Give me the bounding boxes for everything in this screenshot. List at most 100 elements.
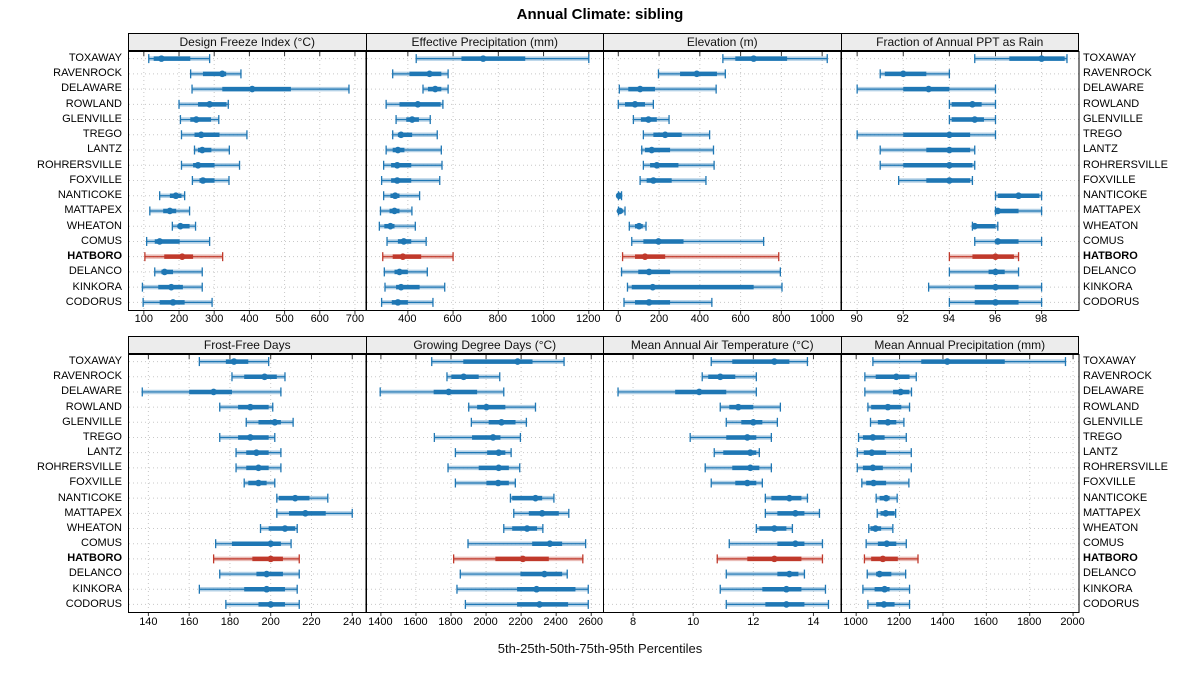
- percentile-interval-comus: [728, 539, 824, 549]
- percentile-interval-glenville: [725, 417, 779, 427]
- station-label-right: HATBORO: [1083, 250, 1138, 263]
- percentile-interval-kinkora: [626, 282, 783, 292]
- station-label-left: ROWLAND: [65, 97, 122, 110]
- percentile-interval-rohrersville: [704, 463, 773, 473]
- percentile-interval-trego: [855, 130, 996, 140]
- percentile-interval-delanco: [948, 267, 1019, 277]
- percentile-interval-rowland: [719, 402, 782, 412]
- station-label-right: TREGO: [1083, 128, 1123, 141]
- percentile-interval-hatboro: [948, 252, 1019, 262]
- panel-canvas: [128, 354, 367, 616]
- axis-tick-label: 14: [807, 616, 820, 628]
- station-label-left: MATTAPEX: [64, 506, 122, 519]
- station-label-left: CODORUS: [65, 597, 122, 610]
- station-label-left: TOXAWAY: [68, 355, 122, 367]
- percentile-interval-comus: [466, 539, 586, 549]
- axis-tick-label: 1000: [530, 313, 556, 325]
- station-label-right: COMUS: [1083, 234, 1124, 247]
- axis-tick-label: 2600: [578, 616, 603, 628]
- percentile-interval-toxaway: [415, 54, 589, 64]
- percentile-interval-rohrersville: [382, 160, 443, 170]
- station-label-right: DELANCO: [1083, 265, 1137, 278]
- percentile-interval-codorus: [380, 297, 434, 307]
- percentile-interval-glenville: [245, 417, 294, 427]
- panel-plot: [603, 51, 842, 316]
- percentile-interval-glenville: [869, 417, 905, 427]
- percentile-interval-glenville: [470, 417, 527, 427]
- panel-header: Frost-Free Days: [128, 336, 367, 354]
- percentile-interval-trego: [391, 130, 438, 140]
- percentile-interval-toxaway: [198, 357, 270, 367]
- panel-header: Elevation (m): [603, 33, 842, 51]
- percentile-interval-foxville: [380, 176, 440, 185]
- axis-tick-label: 200: [649, 313, 669, 325]
- station-label-right: TOXAWAY: [1083, 355, 1137, 367]
- percentile-interval-comus: [215, 539, 292, 549]
- percentile-interval-foxville: [454, 478, 516, 488]
- percentile-interval-wheaton: [378, 221, 416, 231]
- percentile-interval-rowland: [467, 402, 536, 412]
- panel-header: Design Freeze Index (°C): [128, 33, 367, 51]
- station-label-left: RAVENROCK: [53, 370, 122, 383]
- percentile-interval-delanco: [866, 569, 906, 579]
- station-label-left: GLENVILLE: [62, 112, 122, 125]
- axis-tick-label: 2000: [473, 616, 498, 628]
- percentile-interval-ravenrock: [231, 372, 286, 382]
- station-label-left: ROHRERSVILLE: [37, 158, 122, 171]
- axis-tick-label: 400: [398, 313, 417, 325]
- percentile-interval-ravenrock: [391, 69, 449, 79]
- axis-tick-label: 800: [772, 313, 791, 325]
- percentile-interval-kinkora: [719, 584, 827, 594]
- axis-tick-label: 200: [169, 313, 189, 325]
- percentile-interval-mattapex: [276, 508, 353, 518]
- station-label-left: TREGO: [82, 430, 122, 443]
- station-label-left: CODORUS: [65, 295, 122, 308]
- percentile-interval-hatboro: [863, 554, 919, 564]
- axis-tick-label: 94: [942, 313, 955, 325]
- percentile-interval-lantz: [641, 145, 715, 155]
- axis-tick-label: 600: [443, 313, 462, 325]
- percentile-interval-delanco: [219, 569, 300, 579]
- percentile-interval-glenville: [948, 115, 996, 125]
- station-label-right: CODORUS: [1083, 295, 1140, 308]
- station-label-left: LANTZ: [87, 446, 122, 459]
- percentile-interval-mattapex: [379, 206, 413, 216]
- percentile-interval-hatboro: [621, 252, 780, 262]
- axis-tick-label: 98: [1034, 313, 1048, 325]
- percentile-interval-nanticoke: [615, 191, 623, 201]
- percentile-interval-mattapex: [764, 508, 821, 518]
- station-label-right: HATBORO: [1083, 552, 1138, 565]
- axis-tick-label: 160: [179, 616, 199, 628]
- station-label-left: ROWLAND: [65, 400, 122, 413]
- station-label-left: HATBORO: [67, 552, 122, 565]
- percentile-interval-glenville: [632, 115, 670, 125]
- percentile-interval-comus: [145, 236, 211, 246]
- station-label-left: DELANCO: [68, 265, 122, 278]
- percentile-interval-trego: [219, 432, 276, 442]
- percentile-interval-trego: [857, 432, 907, 442]
- panel-plot: [128, 354, 367, 618]
- station-label-right: KINKORA: [1083, 280, 1133, 293]
- percentile-interval-comus: [973, 236, 1042, 246]
- axis-tick-label: 700: [345, 313, 365, 325]
- percentile-interval-ravenrock: [863, 372, 917, 382]
- percentile-interval-ravenrock: [445, 372, 500, 382]
- percentile-interval-mattapex: [512, 508, 569, 518]
- figure-caption: 5th-25th-50th-75th-95th Percentiles: [497, 641, 703, 656]
- axis-tick-label: 1200: [886, 616, 912, 628]
- station-label-left: WHEATON: [66, 219, 122, 232]
- panel-canvas: [840, 51, 1079, 314]
- panel-header: Effective Precipitation (mm): [365, 33, 604, 51]
- axis-tick-label: 1000: [843, 616, 868, 628]
- axis-tick-label: 1400: [368, 616, 393, 628]
- percentile-interval-trego: [433, 432, 521, 442]
- percentile-interval-lantz: [235, 448, 282, 458]
- percentile-interval-delaware: [379, 387, 504, 397]
- axis-tick-label: 600: [731, 313, 750, 325]
- percentile-interval-kinkora: [927, 282, 1042, 292]
- percentile-interval-mattapex: [149, 206, 191, 216]
- axis-tick-label: 12: [747, 616, 760, 628]
- percentile-interval-nanticoke: [509, 493, 555, 503]
- axis-tick-label: 300: [205, 313, 224, 325]
- percentile-interval-codorus: [142, 297, 213, 307]
